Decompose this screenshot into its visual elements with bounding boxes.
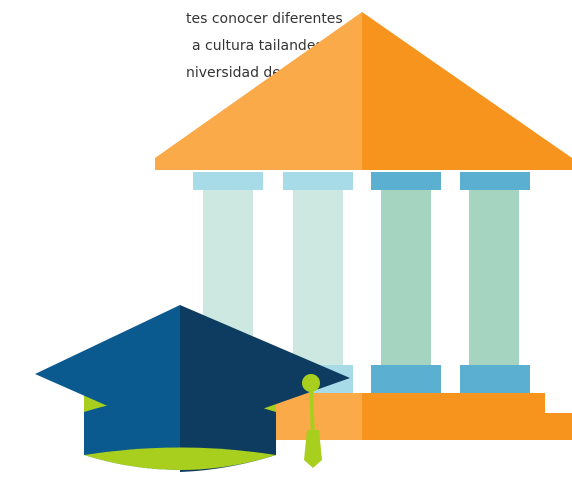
roof-left	[155, 12, 362, 170]
page: tes conocer diferentes a cultura tailand…	[0, 0, 572, 491]
capital	[460, 172, 530, 190]
capital	[193, 172, 263, 190]
tassel	[304, 430, 322, 468]
column-base	[371, 365, 441, 393]
tassel-knot	[302, 374, 320, 392]
capital	[371, 172, 441, 190]
step	[362, 393, 572, 440]
column	[381, 190, 431, 365]
roof-right	[362, 12, 572, 170]
column	[469, 190, 519, 365]
capital	[283, 172, 353, 190]
column-base	[460, 365, 530, 393]
column	[293, 190, 343, 365]
illustration: tes conocer diferentes a cultura tailand…	[0, 0, 572, 491]
text-line: tes conocer diferentes	[186, 11, 343, 27]
